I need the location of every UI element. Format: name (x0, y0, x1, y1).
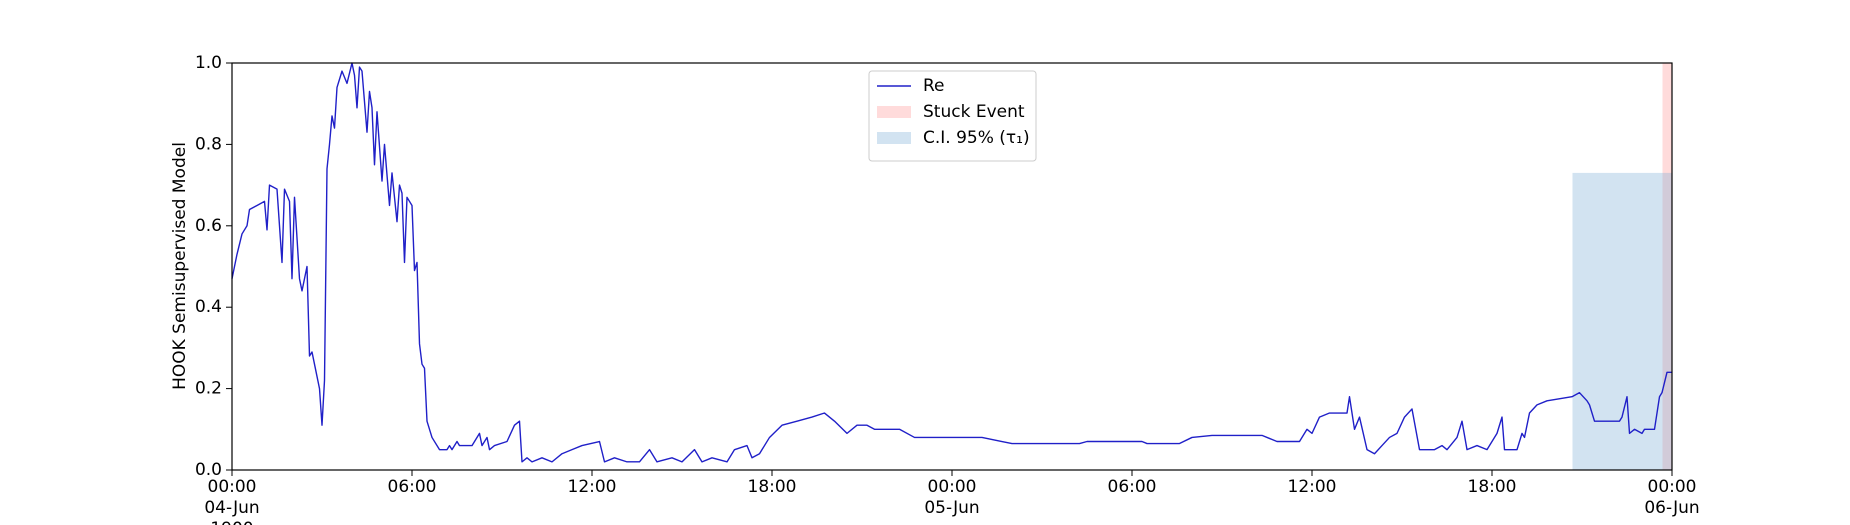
x-date-label: 06-Jun (1644, 498, 1699, 518)
legend-patch (877, 132, 911, 144)
line-series (231, 62, 1672, 463)
x-tick-label: 12:00 (568, 477, 617, 497)
legend-label: Stuck Event (923, 102, 1025, 122)
x-tick-label: 18:00 (748, 477, 797, 497)
x-offset-label: 1900 (210, 519, 253, 525)
y-tick-label: 1.0 (195, 53, 222, 73)
y-tick-label: 0.6 (195, 216, 222, 236)
x-date-label: 05-Jun (924, 498, 979, 518)
legend-box (868, 70, 1037, 162)
x-date-label: 04-Jun (204, 498, 259, 518)
shaded-span (1572, 172, 1672, 470)
x-tick-label: 12:00 (1288, 477, 1337, 497)
x-tick-label: 00:00 (928, 477, 977, 497)
y-tick-label: 0.2 (195, 379, 222, 399)
x-tick-label: 06:00 (388, 477, 437, 497)
y-tick-label: 0.8 (195, 134, 222, 154)
x-tick-label: 00:00 (1648, 477, 1697, 497)
legend-patch (877, 106, 911, 118)
legend-label: C.I. 95% (τ₁) (923, 128, 1030, 148)
shaded-span (1662, 63, 1672, 470)
legend-label: Re (923, 76, 945, 96)
x-tick-label: 06:00 (1108, 477, 1157, 497)
y-tick-label: 0.0 (195, 460, 222, 480)
x-tick-label: 18:00 (1468, 477, 1517, 497)
y-tick-label: 0.4 (195, 297, 222, 317)
y-axis-label: HOOK Semisupervised Model (170, 142, 190, 390)
x-tick-label: 00:00 (208, 477, 257, 497)
